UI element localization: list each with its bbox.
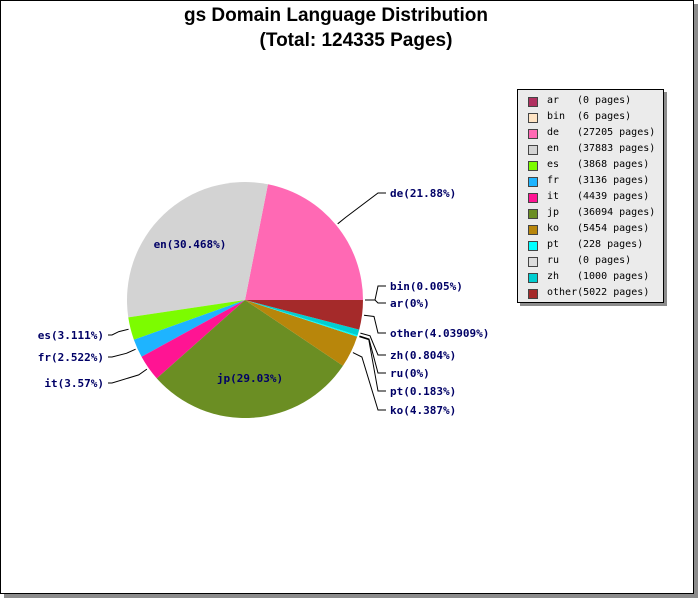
legend-code-bin: bin xyxy=(547,111,566,122)
pie-slice-other xyxy=(245,300,363,330)
legend-pages-it: (4439 pages) xyxy=(577,191,650,202)
slice-label-ko: ko(4.387%) xyxy=(390,404,456,417)
legend-swatch-bin xyxy=(528,113,538,123)
legend-item-other: other(5022 pages) xyxy=(518,286,663,302)
legend-item-fr: fr (3136 pages) xyxy=(518,174,663,190)
legend-item-pt: pt (228 pages) xyxy=(518,238,663,254)
legend-item-ru: ru (0 pages) xyxy=(518,254,663,270)
leader-line-ru xyxy=(359,335,386,374)
legend-pages-zh: (1000 pages) xyxy=(577,271,650,282)
legend-code-ru: ru xyxy=(547,255,560,266)
legend-code-zh: zh xyxy=(547,271,560,282)
slice-label-other: other(4.03909%) xyxy=(390,327,489,340)
legend-item-ar: ar (0 pages) xyxy=(518,94,663,110)
legend-code-es: es xyxy=(547,159,560,170)
legend-code-jp: jp xyxy=(547,207,560,218)
legend-swatch-ko xyxy=(528,225,538,235)
legend-pages-pt: (228 pages) xyxy=(577,239,644,250)
slice-label-ru: ru(0%) xyxy=(390,367,430,380)
slice-label-fr: fr(2.522%) xyxy=(38,351,104,364)
leader-line-fr xyxy=(108,348,136,358)
pie-slices xyxy=(127,181,363,418)
pie-slice-en xyxy=(127,181,268,318)
legend-code-en: en xyxy=(547,143,560,154)
slice-label-jp: jp(29.03%) xyxy=(217,372,283,385)
legend-swatch-other xyxy=(528,289,538,299)
legend-swatch-es xyxy=(528,161,538,171)
legend-item-en: en (37883 pages) xyxy=(518,142,663,158)
legend-pages-de: (27205 pages) xyxy=(577,127,656,138)
legend-pages-ar: (0 pages) xyxy=(577,95,632,106)
slice-label-de: de(21.88%) xyxy=(390,187,456,200)
legend-pages-bin: (6 pages) xyxy=(577,111,632,122)
legend: ar (0 pages) bin (6 pages) de (27205 pages) en… xyxy=(517,89,664,303)
legend-pages-jp: (36094 pages) xyxy=(577,207,656,218)
legend-swatch-fr xyxy=(528,177,538,187)
leader-line-it xyxy=(108,368,148,384)
legend-code-fr: fr xyxy=(547,175,560,186)
legend-swatch-it xyxy=(528,193,538,203)
legend-swatch-ar xyxy=(528,97,538,107)
legend-code-ko: ko xyxy=(547,223,560,234)
legend-swatch-ru xyxy=(528,257,538,267)
pie-slice-zh xyxy=(245,300,360,336)
legend-swatch-jp xyxy=(528,209,538,219)
leader-line-ko xyxy=(352,352,386,411)
leader-line-de xyxy=(337,192,386,225)
legend-pages-fr: (3136 pages) xyxy=(577,175,650,186)
pie-slice-fr xyxy=(133,300,245,357)
legend-pages-ko: (5454 pages) xyxy=(577,223,650,234)
pie-slice-pt xyxy=(245,300,358,337)
pie-slice-de xyxy=(245,184,363,300)
slice-label-it: it(3.57%) xyxy=(44,377,104,390)
legend-code-ar: ar xyxy=(547,95,560,106)
legend-item-de: de (27205 pages) xyxy=(518,126,663,142)
legend-item-ko: ko (5454 pages) xyxy=(518,222,663,238)
legend-item-zh: zh (1000 pages) xyxy=(518,270,663,286)
legend-pages-en: (37883 pages) xyxy=(577,143,656,154)
pie-slice-es xyxy=(128,300,245,340)
legend-item-it: it (4439 pages) xyxy=(518,190,663,206)
slice-labels: ar(0%) bin(0.005%) de(21.88%) en(30.468%) es… xyxy=(38,187,490,417)
slice-label-en: en(30.468%) xyxy=(154,238,227,251)
pie-slice-it xyxy=(141,300,245,379)
legend-code-it: it xyxy=(547,191,560,202)
legend-code-other: other(5022 pages) xyxy=(547,287,650,298)
legend-swatch-en xyxy=(528,145,538,155)
chart-subtitle: (Total: 124335 Pages) xyxy=(259,30,453,51)
legend-item-bin: bin (6 pages) xyxy=(518,110,663,126)
slice-label-bin: bin(0.005%) xyxy=(390,280,463,293)
chart-title: gs Domain Language Distribution xyxy=(183,5,488,26)
legend-code-pt: pt xyxy=(547,239,560,250)
legend-item-es: es (3868 pages) xyxy=(518,158,663,174)
legend-swatch-zh xyxy=(528,273,538,283)
leader-line-other xyxy=(363,314,386,334)
slice-label-es: es(3.111%) xyxy=(38,329,104,342)
legend-pages-es: (3868 pages) xyxy=(577,159,650,170)
legend-pages-ru: (0 pages) xyxy=(577,255,632,266)
leader-line-es xyxy=(108,328,129,336)
leader-line-pt xyxy=(359,336,386,392)
pie-slice-ko xyxy=(245,300,358,366)
slice-label-ar: ar(0%) xyxy=(390,297,430,310)
slice-label-zh: zh(0.804%) xyxy=(390,349,456,362)
leader-line-zh xyxy=(360,332,386,356)
pie-slice-jp xyxy=(156,300,343,418)
legend-swatch-de xyxy=(528,129,538,139)
legend-swatch-pt xyxy=(528,241,538,251)
legend-code-de: de xyxy=(547,127,560,138)
slice-label-pt: pt(0.183%) xyxy=(390,385,456,398)
legend-item-jp: jp (36094 pages) xyxy=(518,206,663,222)
leader-line-bin xyxy=(365,285,386,301)
leader-lines xyxy=(108,192,386,411)
